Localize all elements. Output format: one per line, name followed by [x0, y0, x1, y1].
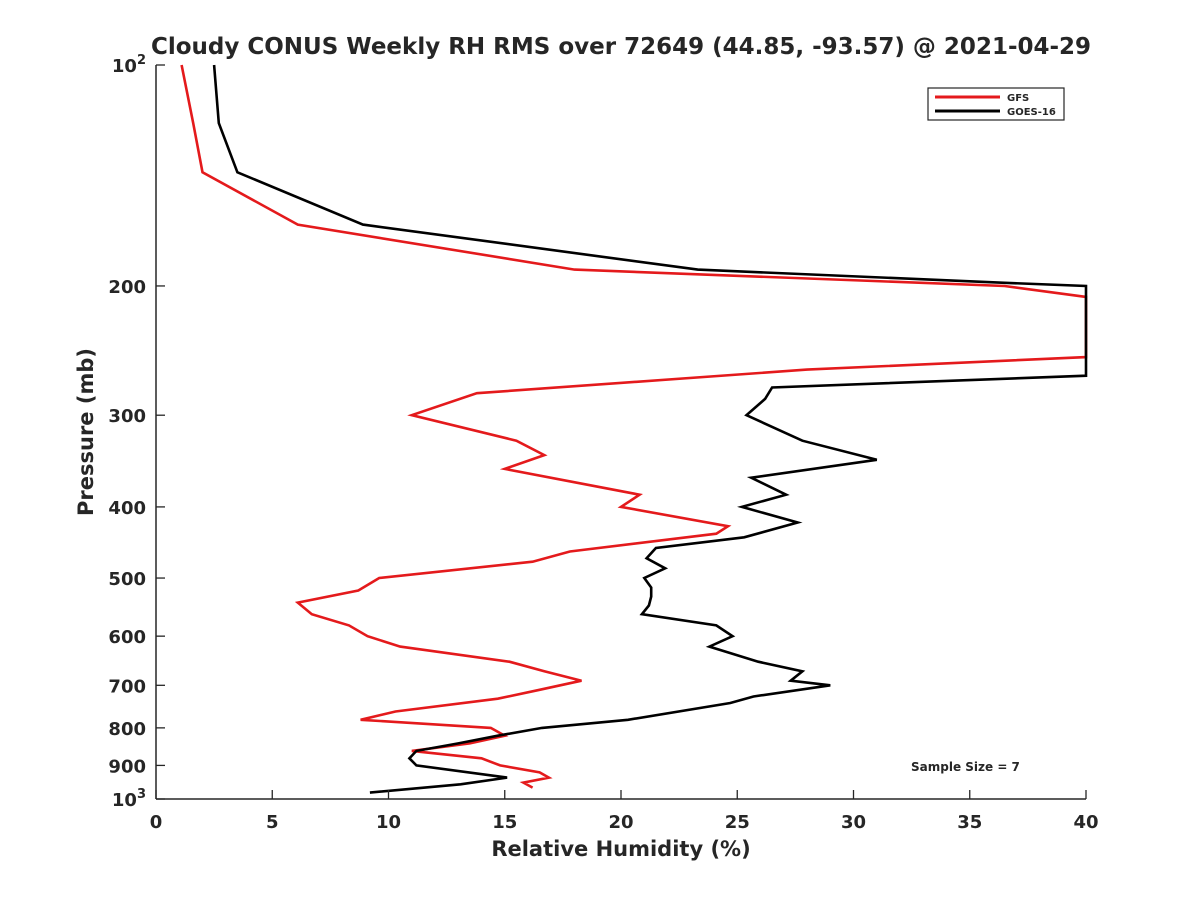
x-tick-label: 25	[725, 812, 750, 833]
x-tick-label: 35	[957, 812, 982, 833]
sample-size-annotation: Sample Size = 7	[911, 760, 1020, 774]
plot-area	[156, 65, 1086, 799]
x-tick-label: 30	[841, 812, 866, 833]
x-tick-label: 10	[376, 812, 401, 833]
x-axis-label: Relative Humidity (%)	[491, 837, 750, 861]
x-ticks: 0 5 10 15 20 25 30 35 40	[150, 790, 1099, 833]
y-tick-label: 400	[108, 498, 146, 519]
legend-label-goes-16: GOES-16	[1007, 107, 1056, 118]
y-ticks: 102 200 300 400 500 600 700 800 900 103	[108, 53, 165, 811]
series-line-goes-16	[212, 64, 1088, 794]
x-tick-label: 5	[266, 812, 279, 833]
y-tick-label: 300	[108, 406, 146, 427]
chart-title: Cloudy CONUS Weekly RH RMS over 72649 (4…	[151, 34, 1091, 60]
legend-label-gfs: GFS	[1007, 93, 1029, 104]
x-tick-label: 40	[1073, 812, 1098, 833]
legend-box	[927, 87, 1065, 121]
y-tick-label: 200	[108, 277, 146, 298]
y-tick-label: 800	[108, 719, 146, 740]
x-tick-label: 20	[608, 812, 633, 833]
y-tick-label: 102	[112, 53, 146, 77]
x-tick-label: 0	[150, 812, 163, 833]
y-axis-label: Pressure (mb)	[74, 348, 98, 516]
y-tick-label: 900	[108, 756, 146, 777]
y-tick-label: 600	[108, 627, 146, 648]
x-tick-label: 15	[492, 812, 517, 833]
legend: GFS GOES-16	[927, 87, 1065, 121]
y-tick-label: 103	[112, 787, 146, 811]
series-layer	[180, 64, 1088, 794]
y-tick-label: 700	[108, 676, 146, 697]
series-line-gfs	[180, 64, 1088, 789]
y-tick-label: 500	[108, 569, 146, 590]
